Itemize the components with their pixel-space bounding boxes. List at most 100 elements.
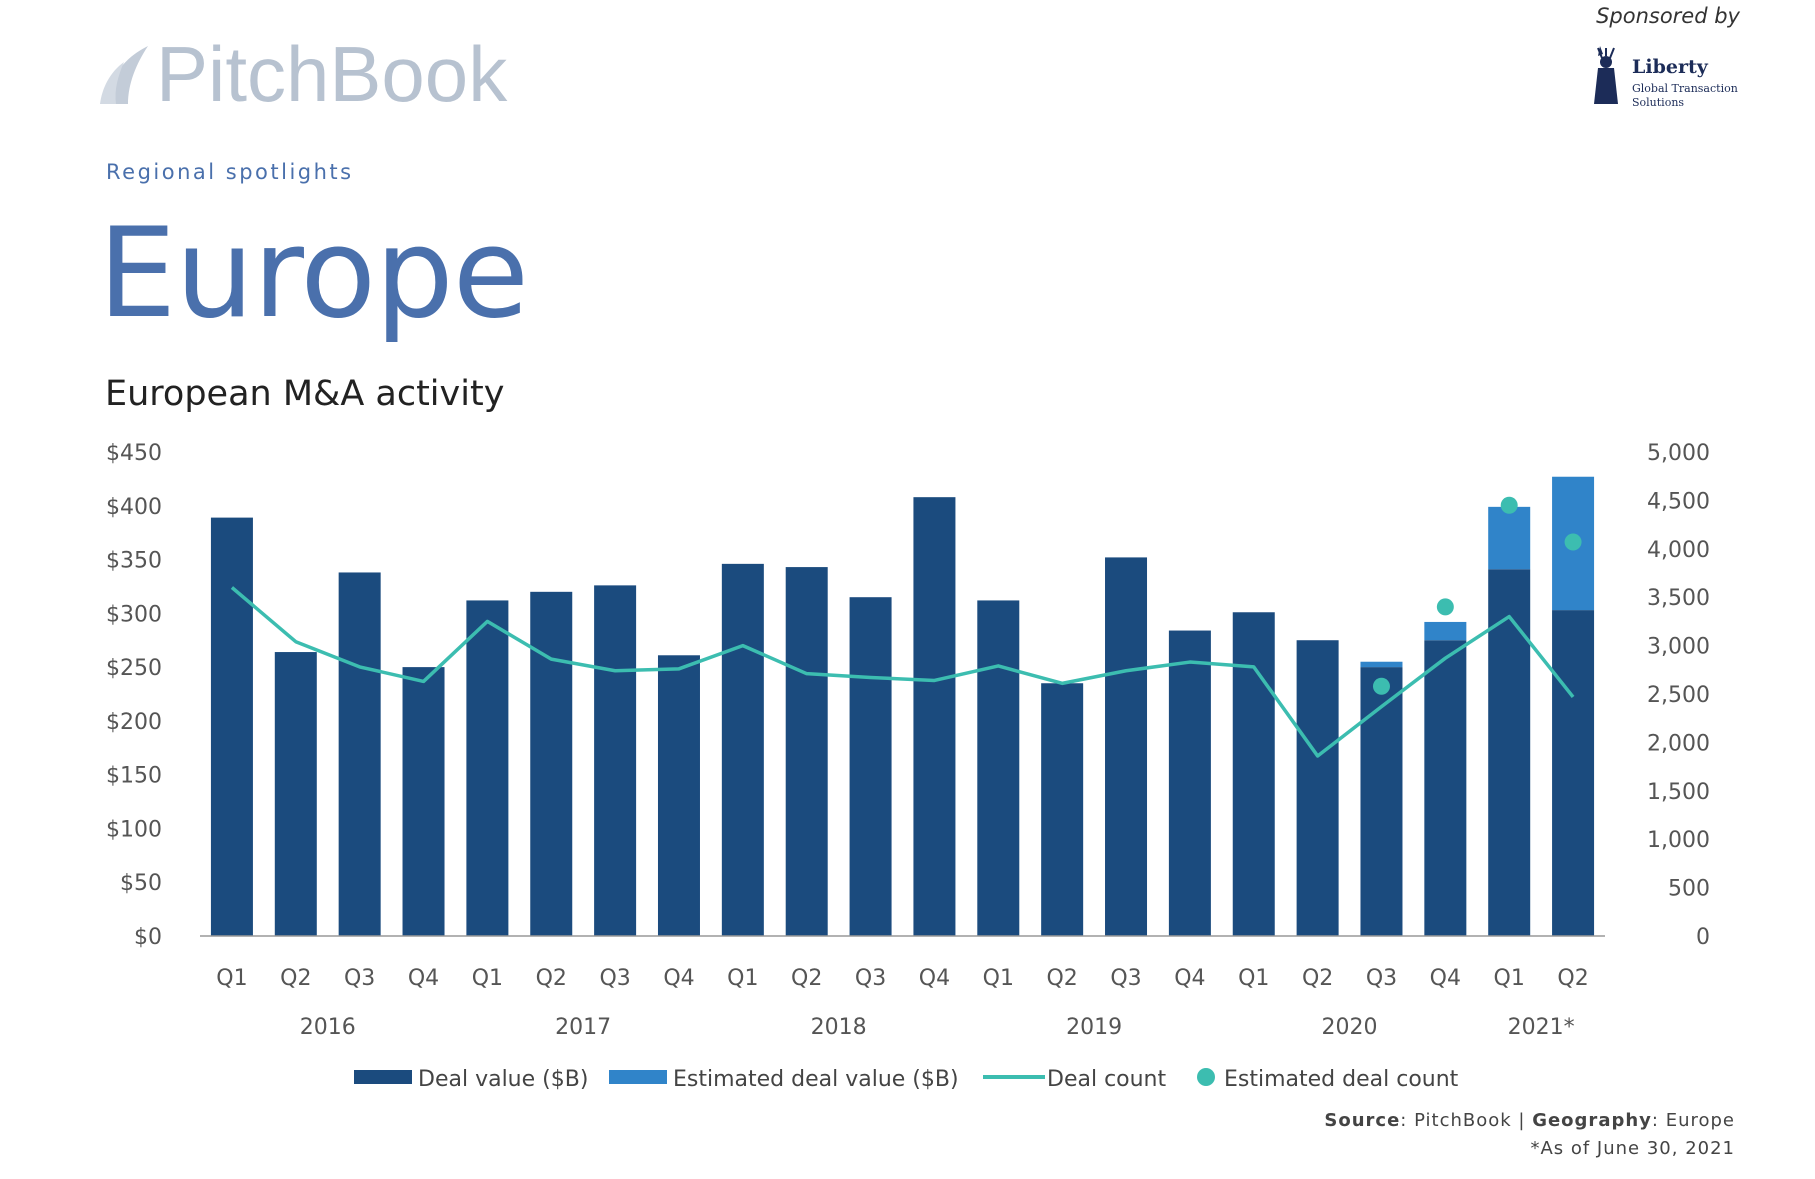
y-left-tick-label: $0: [134, 925, 162, 950]
y-right-tick-label: 500: [1668, 877, 1710, 902]
deal-value-bar: [338, 572, 381, 936]
estimated-deal-count-point: [1500, 496, 1518, 514]
y-right-tick-label: 3,000: [1647, 635, 1710, 660]
y-right-tick-label: 3,500: [1647, 586, 1710, 611]
deal-value-bar: [657, 655, 700, 936]
y-left-tick-label: $200: [106, 710, 162, 735]
x-tick-quarter: Q2: [1046, 966, 1077, 991]
footnote: *As of June 30, 2021: [1530, 1138, 1735, 1159]
x-tick-quarter: Q2: [280, 966, 311, 991]
estimated-deal-count-point: [1564, 533, 1582, 551]
x-tick-quarter: Q3: [1366, 966, 1397, 991]
x-tick-quarter: Q1: [472, 966, 503, 991]
legend-label: Estimated deal count: [1224, 1067, 1459, 1092]
deal-value-bar: [1296, 640, 1339, 936]
bars: [210, 476, 1595, 936]
y-left-tick-label: $150: [106, 764, 162, 789]
deal-value-bar: [785, 567, 828, 936]
x-tick-quarter: Q4: [1174, 966, 1205, 991]
estimated-count-dots: [1372, 496, 1582, 695]
y-right-tick-label: 2,000: [1647, 731, 1710, 756]
legend: Deal value ($B) Estimated deal value ($B)…: [354, 1067, 1459, 1092]
legend-label: Deal count: [1047, 1067, 1167, 1092]
y-left-tick-label: $400: [106, 495, 162, 520]
deal-value-bar: [1168, 630, 1211, 936]
deal-value-bar: [849, 597, 892, 936]
sponsor-name: Liberty: [1632, 56, 1708, 78]
x-tick-quarter: Q2: [1557, 966, 1588, 991]
x-tick-quarter: Q2: [1302, 966, 1333, 991]
x-tick-quarter: Q2: [791, 966, 822, 991]
deal-value-bar: [274, 652, 317, 936]
estimated-deal-value-bar: [1360, 661, 1403, 668]
deal-count-line: [230, 586, 1575, 758]
x-tick-year: 2019: [1066, 1015, 1122, 1040]
x-tick-quarter: Q4: [1430, 966, 1461, 991]
y-axis-left: $0 $50 $100 $150 $200 $250 $300 $350 $400 $450: [106, 441, 162, 950]
deal-value-bar: [210, 517, 253, 936]
deal-value-bar: [1232, 612, 1275, 936]
x-tick-quarter: Q1: [1494, 966, 1525, 991]
legend-label: Estimated deal value ($B): [673, 1067, 959, 1092]
x-tick-quarter: Q3: [1110, 966, 1141, 991]
y-right-tick-label: 5,000: [1647, 441, 1710, 466]
legend-swatch: [1197, 1068, 1215, 1086]
y-right-tick-label: 4,500: [1647, 489, 1710, 514]
statue-of-liberty-icon: [1594, 46, 1618, 104]
deal-value-bar: [530, 591, 573, 936]
x-axis-year-labels: 2016 2017 2018 2019 2020 2021*: [300, 1015, 1575, 1040]
sponsor-label: Sponsored by: [1596, 4, 1740, 28]
y-left-tick-label: $300: [106, 602, 162, 627]
chart-title: European M&A activity: [105, 374, 505, 414]
estimated-deal-value-bar: [1424, 621, 1467, 641]
source-note: Source: PitchBook | Geography: Europe: [1324, 1110, 1735, 1131]
source-label: Source: [1324, 1110, 1401, 1131]
deal-value-bar: [1488, 569, 1531, 936]
x-tick-quarter: Q1: [983, 966, 1014, 991]
legend-swatch: [354, 1070, 412, 1084]
y-axis-right: 0 500 1,000 1,500 2,000 2,500 3,000 3,500 4,000 4…: [1647, 441, 1710, 950]
x-tick-quarter: Q1: [216, 966, 247, 991]
x-tick-year: 2018: [811, 1015, 867, 1040]
x-tick-quarter: Q4: [408, 966, 439, 991]
y-left-tick-label: $100: [106, 817, 162, 842]
deal-value-bar: [1552, 610, 1595, 936]
y-right-tick-label: 2,500: [1647, 683, 1710, 708]
legend-label: Deal value ($B): [418, 1067, 588, 1092]
x-tick-quarter: Q1: [1238, 966, 1269, 991]
page-title: Europe: [98, 202, 529, 346]
section-label: Regional spotlights: [106, 160, 354, 184]
sponsor-subtitle-2: Solutions: [1632, 96, 1685, 109]
pitchbook-logo: PitchBook: [98, 34, 538, 114]
estimated-deal-count-point: [1372, 677, 1390, 695]
deal-value-bar: [977, 600, 1020, 936]
y-left-tick-label: $250: [106, 656, 162, 681]
x-tick-year: 2020: [1322, 1015, 1378, 1040]
sponsor-subtitle-1: Global Transaction: [1632, 82, 1738, 95]
legend-swatch: [609, 1070, 667, 1084]
x-tick-quarter: Q1: [727, 966, 758, 991]
y-right-tick-label: 1,500: [1647, 780, 1710, 805]
deal-value-bar: [1424, 640, 1467, 936]
x-tick-year: 2017: [555, 1015, 611, 1040]
geography-label: Geography: [1532, 1110, 1652, 1131]
deal-value-bar: [402, 667, 445, 936]
x-tick-quarter: Q2: [536, 966, 567, 991]
y-right-tick-label: 0: [1696, 925, 1710, 950]
deal-value-bar: [1105, 557, 1148, 936]
y-left-tick-label: $50: [120, 871, 162, 896]
sponsor-block: Sponsored by Liberty Global Transaction …: [1540, 4, 1790, 124]
x-tick-quarter: Q4: [919, 966, 950, 991]
estimated-deal-count-point: [1436, 598, 1454, 616]
x-tick-quarter: Q3: [855, 966, 886, 991]
geography-value: : Europe: [1651, 1110, 1735, 1131]
x-tick-quarter: Q3: [344, 966, 375, 991]
x-tick-year: 2021*: [1508, 1015, 1575, 1040]
source-value: : PitchBook |: [1400, 1110, 1533, 1131]
y-right-tick-label: 1,000: [1647, 828, 1710, 853]
x-tick-year: 2016: [300, 1015, 356, 1040]
deal-value-bar: [466, 600, 509, 936]
deal-value-bar: [1041, 683, 1084, 936]
y-right-tick-label: 4,000: [1647, 538, 1710, 563]
